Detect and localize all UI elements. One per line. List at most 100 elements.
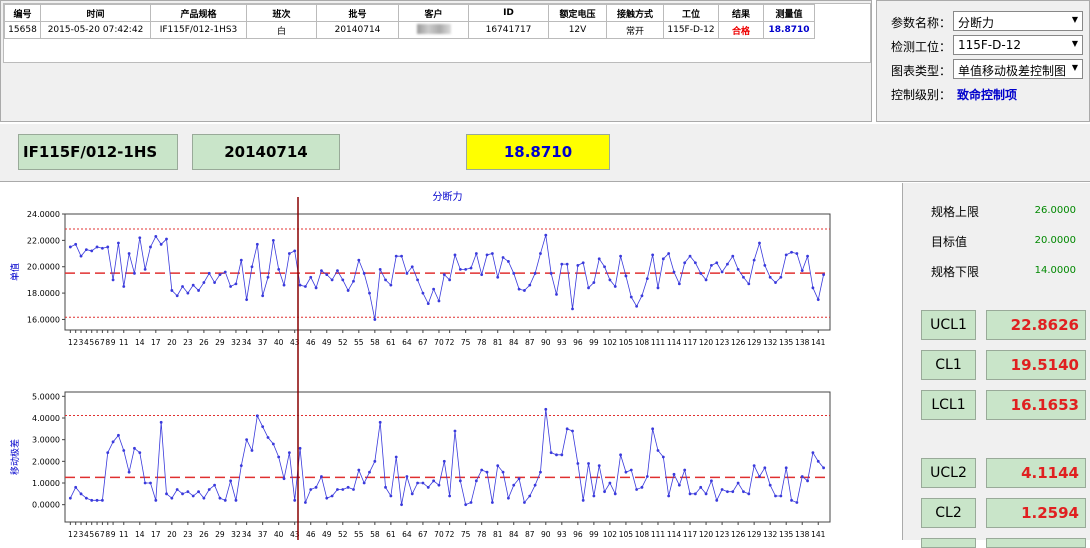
cell[interactable]: 18.8710: [763, 21, 815, 39]
data-point: [394, 455, 398, 459]
column-header[interactable]: 测量值: [763, 4, 815, 22]
blurred-cell[interactable]: [398, 21, 469, 39]
data-point: [624, 470, 628, 474]
data-point: [779, 275, 783, 279]
data-point: [742, 490, 745, 494]
x-tick-label: 138: [795, 530, 810, 539]
data-point: [806, 479, 809, 483]
data-point: [207, 271, 211, 275]
data-point: [726, 262, 729, 266]
data-point: [661, 257, 665, 261]
y-tick-label: 20.0000: [27, 263, 60, 272]
data-point: [693, 492, 697, 496]
data-point: [271, 442, 275, 446]
x-tick-label: 70: [434, 338, 444, 347]
dropdown[interactable]: 单值移动极差控制图 ▼: [953, 59, 1083, 79]
data-point: [218, 273, 222, 277]
x-tick-label: 105: [619, 338, 634, 347]
x-tick-label: 114: [667, 338, 682, 347]
data-point: [811, 286, 815, 290]
data-point: [768, 483, 772, 487]
cell[interactable]: 合格: [718, 21, 764, 39]
data-point: [629, 295, 633, 299]
x-tick-label: 81: [493, 338, 503, 347]
column-header[interactable]: 班次: [246, 4, 317, 22]
dropdown[interactable]: 115F-D-12 ▼: [953, 35, 1083, 55]
data-point: [758, 475, 761, 478]
data-point: [255, 242, 259, 246]
data-point: [74, 242, 78, 246]
cell[interactable]: 2015-05-20 07:42:42: [40, 21, 151, 39]
y-tick-label: 2.0000: [32, 457, 60, 466]
column-header[interactable]: 编号: [4, 4, 41, 22]
data-point: [507, 260, 510, 263]
column-header[interactable]: 产品规格: [150, 4, 247, 22]
limits-panel: 规格上限 26.0000 目标值 20.0000 规格下限 14.0000 UCL1 22.8…: [902, 183, 1090, 548]
data-point: [186, 291, 190, 295]
cell[interactable]: 常开: [606, 21, 664, 39]
column-header[interactable]: 额定电压: [548, 4, 607, 22]
x-tick-label: 2: [73, 338, 78, 347]
data-point: [223, 270, 227, 274]
data-point: [421, 481, 425, 485]
data-point: [261, 294, 265, 298]
data-point: [239, 464, 243, 468]
x-tick-label: 111: [651, 338, 666, 347]
x-tick-label: 61: [386, 530, 396, 539]
column-header[interactable]: 批号: [316, 4, 399, 22]
cell[interactable]: 16741717: [468, 21, 549, 39]
data-point: [207, 488, 211, 491]
x-tick-label: 67: [418, 530, 428, 539]
data-point: [432, 479, 436, 483]
limit-value: 1.2594: [986, 498, 1086, 528]
data-point: [667, 252, 671, 255]
data-point: [384, 485, 387, 489]
x-tick-label: 23: [183, 530, 193, 539]
param-label: 检测工位：: [891, 40, 952, 54]
cell[interactable]: 12V: [548, 21, 607, 39]
data-point: [704, 278, 708, 282]
column-header[interactable]: 工位: [663, 4, 719, 22]
cell[interactable]: 20140714: [316, 21, 399, 39]
data-point: [111, 278, 115, 282]
data-point: [592, 281, 596, 284]
column-header[interactable]: 时间: [40, 4, 151, 22]
data-point: [683, 261, 687, 265]
dropdown[interactable]: 分断力 ▼: [953, 11, 1083, 31]
data-point: [389, 283, 393, 287]
data-point: [100, 246, 104, 250]
x-tick-label: 84: [509, 338, 519, 347]
data-point: [325, 496, 329, 500]
data-point: [416, 278, 419, 282]
dropdown-value: 单值移动极差控制图: [958, 64, 1067, 78]
column-header[interactable]: 结果: [718, 4, 764, 22]
x-tick-label: 120: [699, 530, 714, 539]
data-point: [287, 451, 291, 455]
data-point: [170, 289, 174, 292]
dropdown-arrow: ▼: [1071, 63, 1078, 72]
data-point: [619, 254, 622, 258]
column-header[interactable]: 客户: [398, 4, 469, 22]
data-point: [528, 283, 532, 287]
data-point: [122, 449, 126, 452]
data-point: [197, 490, 200, 494]
x-tick-label: 52: [338, 338, 348, 347]
cell[interactable]: 白: [246, 21, 317, 39]
x-tick-label: 108: [635, 530, 650, 539]
data-point: [442, 273, 446, 277]
data-point: [416, 481, 419, 485]
cell[interactable]: 115F-D-12: [663, 21, 719, 39]
data-point: [480, 273, 484, 277]
cell[interactable]: IF115F/012-1HS3: [150, 21, 247, 39]
data-point: [565, 427, 569, 431]
data-point: [752, 464, 756, 468]
cell[interactable]: 15658: [4, 21, 41, 39]
column-header[interactable]: 接触方式: [606, 4, 664, 22]
x-tick-label: 135: [779, 338, 794, 347]
data-point: [507, 496, 510, 500]
data-point: [790, 498, 793, 502]
data-point: [710, 264, 713, 267]
column-header[interactable]: ID: [468, 4, 549, 22]
plot-area: [64, 213, 831, 331]
data-point: [581, 498, 585, 502]
